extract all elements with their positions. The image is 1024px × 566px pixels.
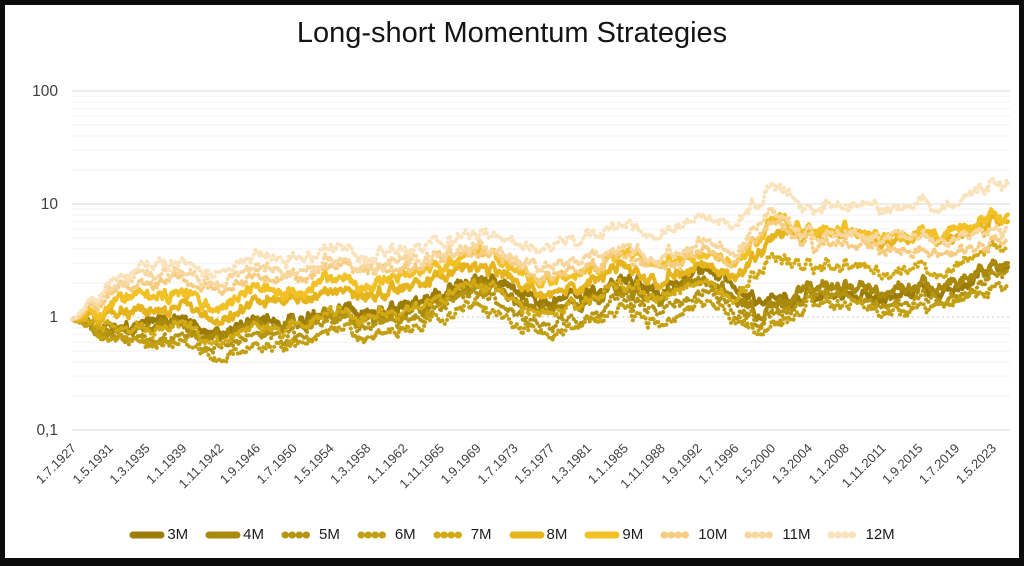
- y-tick-label: 1: [49, 309, 58, 326]
- legend-item-3m: 3M: [129, 526, 188, 543]
- legend-item-5m: 5M: [281, 526, 340, 543]
- legend-swatch-10m: [660, 531, 696, 538]
- legend-swatch-3m: [129, 531, 165, 538]
- legend-swatch-6m: [357, 531, 393, 538]
- chart-title: Long-short Momentum Strategies: [296, 17, 728, 49]
- legend-item-12m: 12M: [827, 526, 895, 543]
- series-line-6m: [70, 280, 1010, 365]
- y-tick-label: 100: [32, 83, 58, 100]
- series-line-10m: [70, 216, 1010, 322]
- y-tick-label: 0,1: [36, 422, 58, 439]
- series-line-7m: [70, 239, 1010, 349]
- x-tick-label: 1.5.2023: [953, 441, 999, 487]
- legend-item-8m: 8M: [509, 526, 568, 543]
- legend-swatch-5m: [281, 531, 317, 538]
- legend-swatch-8m: [509, 531, 545, 538]
- legend-label-6m: 6M: [394, 526, 416, 543]
- series-line-12m: [70, 176, 1010, 322]
- legend-label-7m: 7M: [470, 526, 492, 543]
- series-line-11m: [70, 205, 1010, 322]
- legend-label-9m: 9M: [622, 526, 644, 543]
- legend-item-10m: 10M: [660, 526, 727, 543]
- legend-swatch-11m: [744, 531, 780, 538]
- legend-label-10m: 10M: [698, 526, 728, 543]
- legend-label-5m: 5M: [319, 526, 340, 543]
- chart-legend: 3M 4M 5M 6M 7M 8M 9M 10M 11M 12M: [5, 526, 1019, 543]
- legend-label-4m: 4M: [243, 526, 264, 543]
- legend-label-12m: 12M: [865, 526, 895, 543]
- legend-item-4m: 4M: [205, 526, 264, 543]
- legend-swatch-12m: [827, 531, 863, 538]
- legend-label-8m: 8M: [546, 526, 568, 543]
- legend-item-7m: 7M: [433, 526, 492, 543]
- legend-label-3m: 3M: [167, 526, 189, 543]
- legend-item-6m: 6M: [357, 526, 416, 543]
- momentum-line-chart: 1001010,11.7.19271.5.19311.3.19351.1.193…: [32, 83, 1010, 491]
- legend-swatch-9m: [584, 531, 620, 538]
- legend-label-11m: 11M: [782, 526, 811, 543]
- legend-swatch-4m: [205, 531, 241, 538]
- y-tick-label: 10: [41, 196, 59, 213]
- legend-swatch-7m: [433, 531, 469, 538]
- legend-item-9m: 9M: [584, 526, 643, 543]
- legend-item-11m: 11M: [744, 526, 810, 543]
